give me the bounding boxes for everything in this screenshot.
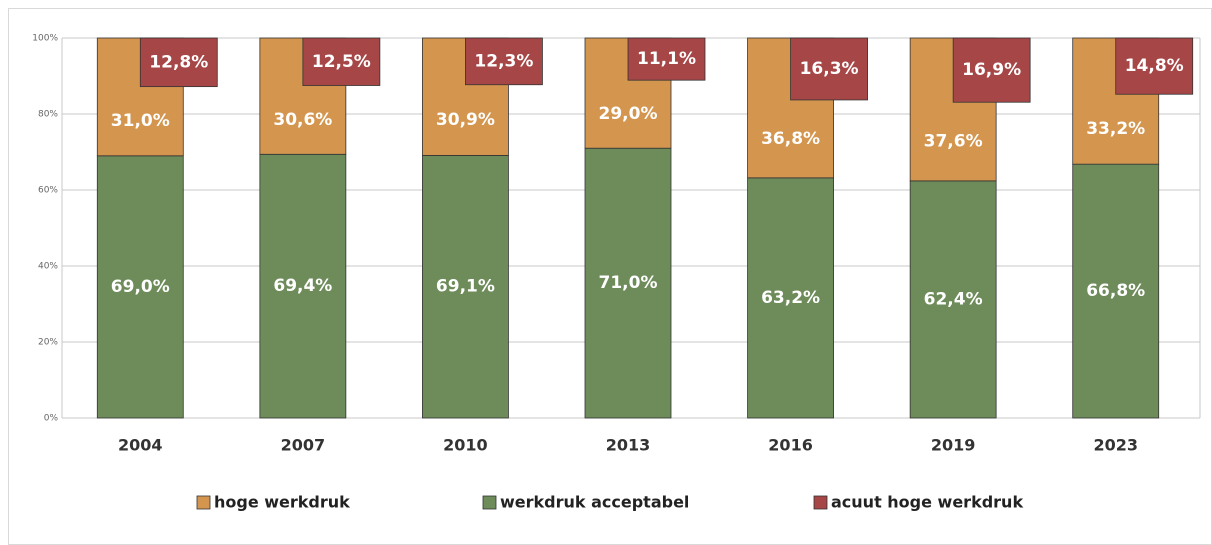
- y-tick-label: 80%: [38, 110, 58, 120]
- bar-overlay: [302, 37, 381, 86]
- legend-label: werkdruk acceptabel: [500, 493, 689, 512]
- bar-segment: [259, 153, 347, 419]
- data-label: 12,5%: [312, 52, 371, 72]
- data-label: 11,1%: [637, 49, 696, 69]
- data-label: 63,2%: [761, 288, 820, 308]
- x-tick-label: 2010: [443, 436, 488, 455]
- x-tick-label: 2019: [931, 436, 976, 455]
- bar-segment: [584, 147, 672, 419]
- bar-overlay: [465, 37, 543, 86]
- data-label: 30,9%: [436, 110, 495, 130]
- data-label: 16,3%: [800, 59, 859, 79]
- data-label: 37,6%: [924, 132, 983, 152]
- data-label: 29,0%: [599, 104, 658, 124]
- x-tick-label: 2004: [118, 436, 163, 455]
- data-label: 33,2%: [1086, 119, 1145, 139]
- data-label: 69,0%: [111, 277, 170, 297]
- bar-overlay: [627, 37, 706, 81]
- y-tick-label: 40%: [38, 262, 58, 272]
- y-tick-label: 60%: [38, 186, 58, 196]
- legend-label: acuut hoge werkdruk: [831, 493, 1023, 512]
- data-label: 66,8%: [1086, 281, 1145, 301]
- data-label: 12,8%: [149, 52, 208, 72]
- y-tick-label: 20%: [38, 338, 58, 348]
- bar-segment: [422, 155, 509, 419]
- legend-label: hoge werkdruk: [214, 493, 350, 512]
- bar-segment: [96, 155, 184, 419]
- data-label: 12,3%: [474, 51, 533, 71]
- data-label: 69,4%: [273, 276, 332, 296]
- bar-overlay: [139, 37, 218, 88]
- legend-swatch: [196, 495, 211, 510]
- data-label: 62,4%: [924, 289, 983, 309]
- bar-segment: [1072, 163, 1160, 419]
- y-tick-label: 100%: [32, 34, 58, 44]
- x-tick-label: 2016: [768, 436, 813, 455]
- x-tick-label: 2013: [606, 436, 651, 455]
- data-label: 71,0%: [599, 273, 658, 293]
- bar-overlay: [1115, 37, 1194, 95]
- bar-segment: [747, 177, 834, 419]
- data-label: 31,0%: [111, 111, 170, 131]
- x-tick-label: 2007: [281, 436, 326, 455]
- bar-overlay: [952, 37, 1031, 103]
- data-label: 16,9%: [962, 60, 1021, 80]
- x-tick-label: 2023: [1093, 436, 1138, 455]
- data-label: 36,8%: [761, 129, 820, 149]
- legend-swatch: [813, 495, 828, 510]
- data-label: 30,6%: [273, 110, 332, 130]
- data-label: 14,8%: [1125, 56, 1184, 76]
- legend-swatch: [482, 495, 497, 510]
- y-tick-label: 0%: [44, 414, 59, 424]
- bar-overlay: [790, 37, 868, 101]
- data-label: 69,1%: [436, 277, 495, 297]
- bar-segment: [909, 180, 997, 419]
